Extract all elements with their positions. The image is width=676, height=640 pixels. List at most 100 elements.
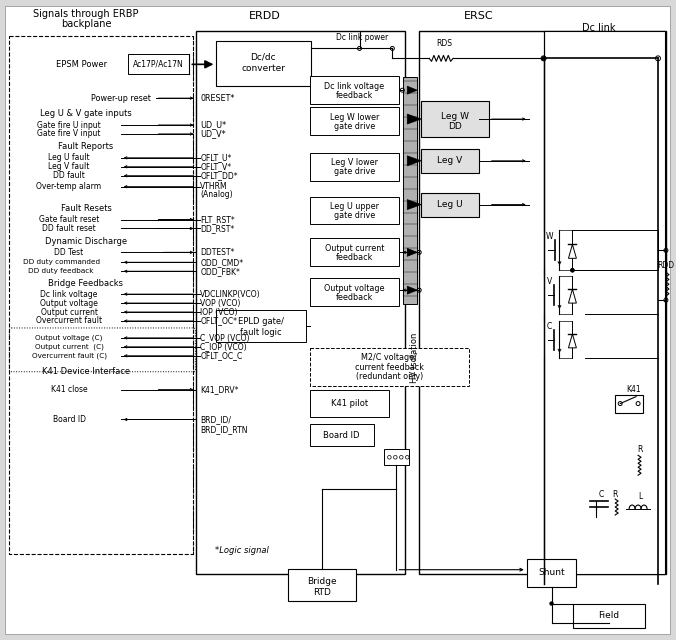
Text: Leg W: Leg W — [441, 111, 469, 120]
Text: FLT_RST*: FLT_RST* — [200, 215, 235, 224]
Text: Output voltage: Output voltage — [324, 284, 385, 292]
Text: *Logic signal: *Logic signal — [215, 547, 269, 556]
Bar — [615, 395, 643, 413]
Text: EPSM Power: EPSM Power — [56, 60, 107, 69]
Text: Dc link voltage: Dc link voltage — [41, 290, 98, 299]
Text: DD Test: DD Test — [54, 248, 84, 257]
Text: ODD_CMD*: ODD_CMD* — [200, 258, 243, 267]
Text: Dc/dc: Dc/dc — [250, 53, 276, 62]
Text: Bridge Feedbacks: Bridge Feedbacks — [49, 278, 124, 288]
Bar — [216, 310, 306, 342]
Text: EPLD gate/: EPLD gate/ — [238, 317, 284, 326]
Text: DD duty feedback: DD duty feedback — [28, 268, 94, 275]
Text: DDTEST*: DDTEST* — [200, 248, 235, 257]
Text: (redundant only): (redundant only) — [356, 372, 423, 381]
Text: Signals through ERBP: Signals through ERBP — [33, 8, 139, 19]
Bar — [196, 31, 406, 573]
Text: DD duty commanded: DD duty commanded — [22, 259, 99, 266]
Text: VOP (VCO): VOP (VCO) — [200, 299, 241, 308]
Text: converter: converter — [241, 64, 285, 73]
Text: Power-up reset: Power-up reset — [91, 93, 151, 102]
Polygon shape — [569, 289, 577, 303]
Bar — [9, 36, 193, 554]
Text: feedback: feedback — [336, 91, 373, 100]
Bar — [128, 54, 189, 74]
Bar — [310, 153, 400, 180]
Circle shape — [542, 57, 545, 60]
Text: IOP (VCO): IOP (VCO) — [200, 308, 238, 317]
Bar — [288, 569, 356, 600]
Polygon shape — [569, 244, 577, 259]
Bar — [310, 278, 400, 306]
Text: Output current  (C): Output current (C) — [34, 344, 103, 350]
Text: Leg U upper: Leg U upper — [330, 202, 379, 211]
Text: Output voltage: Output voltage — [40, 299, 98, 308]
Text: Over-temp alarm: Over-temp alarm — [37, 182, 101, 191]
Text: K41 pilot: K41 pilot — [331, 399, 368, 408]
Text: Overcurrent fault (C): Overcurrent fault (C) — [32, 353, 107, 359]
Text: Leg V lower: Leg V lower — [331, 158, 378, 167]
Bar — [573, 604, 645, 628]
Text: Dc link: Dc link — [581, 22, 615, 33]
Polygon shape — [569, 334, 577, 348]
Text: DD fault reset: DD fault reset — [42, 224, 96, 233]
Bar — [310, 107, 400, 135]
Text: feedback: feedback — [336, 292, 373, 301]
Text: K41_DRV*: K41_DRV* — [200, 385, 239, 394]
Text: Leg W lower: Leg W lower — [330, 113, 379, 122]
Polygon shape — [407, 156, 421, 166]
Text: gate drive: gate drive — [334, 167, 375, 176]
Circle shape — [571, 269, 574, 272]
Bar — [310, 239, 400, 266]
Text: C_IOP (VCO): C_IOP (VCO) — [200, 342, 247, 351]
Text: R: R — [637, 445, 643, 454]
Text: Dc link power: Dc link power — [337, 33, 389, 42]
Text: ERDD: ERDD — [249, 11, 281, 20]
Text: RTD: RTD — [313, 588, 331, 597]
Text: RDD: RDD — [657, 260, 675, 270]
Bar — [385, 449, 409, 465]
Text: Gate fault reset: Gate fault reset — [39, 215, 99, 224]
Text: ERSC: ERSC — [464, 11, 493, 20]
Text: DD_RST*: DD_RST* — [200, 224, 235, 233]
Bar — [310, 196, 400, 225]
Bar — [404, 77, 417, 304]
Text: Output current: Output current — [41, 308, 97, 317]
Text: fault logic: fault logic — [240, 328, 282, 337]
Text: Field: Field — [598, 611, 619, 620]
Bar — [527, 559, 577, 587]
Polygon shape — [407, 248, 417, 257]
Text: Dynamic Discharge: Dynamic Discharge — [45, 237, 127, 246]
Text: V: V — [547, 276, 552, 285]
Text: UD_V*: UD_V* — [200, 129, 226, 138]
Text: Leg U: Leg U — [437, 200, 463, 209]
Text: DD fault: DD fault — [53, 172, 85, 180]
Text: K41: K41 — [626, 385, 640, 394]
Text: OFLT_OC*: OFLT_OC* — [200, 317, 237, 326]
Text: Leg V fault: Leg V fault — [49, 163, 90, 172]
Circle shape — [571, 269, 574, 272]
Text: OFLT_V*: OFLT_V* — [200, 163, 231, 172]
Polygon shape — [407, 200, 421, 209]
Bar — [310, 390, 389, 417]
Text: HV Isolation: HV Isolation — [410, 333, 418, 383]
Text: BRD_ID/: BRD_ID/ — [200, 415, 231, 424]
Text: gate drive: gate drive — [334, 211, 375, 220]
Text: Bridge: Bridge — [307, 577, 337, 586]
Text: OFLT_OC_C: OFLT_OC_C — [200, 351, 243, 360]
Text: Leg U & V gate inputs: Leg U & V gate inputs — [40, 109, 132, 118]
Text: VTHRM: VTHRM — [200, 182, 228, 191]
Text: current feedback: current feedback — [355, 364, 424, 372]
Text: BRD_ID_RTN: BRD_ID_RTN — [200, 425, 248, 434]
Text: Shunt: Shunt — [538, 568, 565, 577]
Text: Leg V: Leg V — [437, 156, 462, 165]
Text: Ac17P/Ac17N: Ac17P/Ac17N — [133, 60, 184, 69]
Text: OFLT_U*: OFLT_U* — [200, 154, 232, 163]
Bar — [421, 149, 479, 173]
Text: C: C — [547, 323, 552, 332]
Text: Output voltage (C): Output voltage (C) — [35, 335, 103, 341]
Circle shape — [550, 602, 553, 605]
Text: M2/C voltage/: M2/C voltage/ — [362, 353, 417, 362]
Text: DD: DD — [448, 122, 462, 131]
Polygon shape — [407, 86, 417, 94]
